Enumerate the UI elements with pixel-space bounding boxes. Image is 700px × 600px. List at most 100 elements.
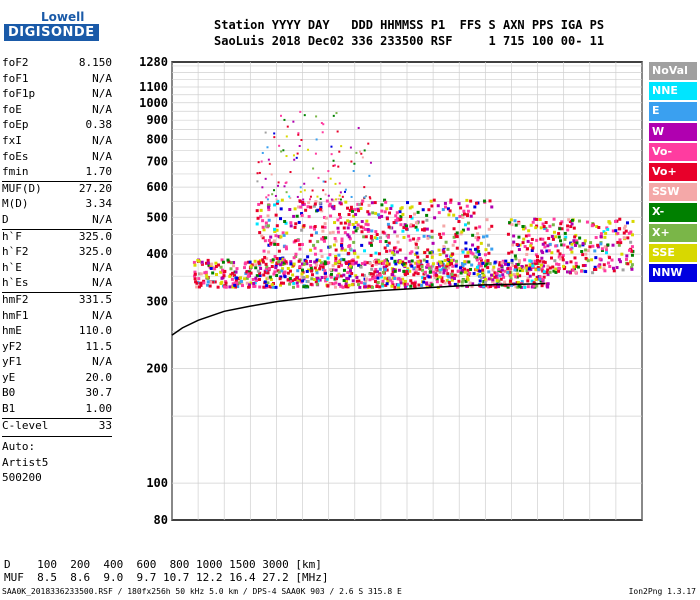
echo-point: [454, 259, 458, 263]
echo-point: [332, 243, 336, 247]
echo-point: [292, 281, 296, 285]
echo-point: [351, 222, 355, 226]
echo-point: [313, 225, 317, 229]
echo-point: [279, 235, 283, 239]
echo-point: [236, 285, 240, 289]
x-tick-label: 3: [273, 529, 280, 530]
echo-point: [425, 255, 429, 259]
echo-point: [374, 230, 378, 234]
echo-point: [296, 152, 299, 155]
echo-point: [292, 256, 296, 260]
echo-point: [254, 276, 258, 280]
echo-point: [517, 259, 521, 263]
echo-point: [264, 262, 268, 266]
echo-point: [333, 237, 337, 241]
echo-point: [385, 207, 389, 211]
echo-point: [210, 262, 214, 266]
echo-point: [291, 285, 295, 289]
echo-point: [514, 223, 518, 227]
echo-point: [549, 256, 553, 260]
echo-point: [540, 267, 544, 271]
param-value: 8.150: [78, 56, 112, 69]
legend-entry: SSE: [649, 243, 697, 262]
echo-point: [495, 271, 499, 275]
echo-point: [475, 256, 479, 260]
echo-point: [322, 123, 325, 126]
echo-point: [498, 261, 502, 265]
echo-point: [314, 262, 318, 266]
echo-point: [370, 264, 374, 268]
echo-point: [509, 277, 513, 281]
echo-point: [465, 198, 469, 202]
echo-point: [581, 264, 585, 268]
echo-point: [221, 268, 225, 272]
echo-point: [288, 277, 292, 281]
echo-point: [599, 232, 603, 236]
echo-point: [330, 198, 333, 201]
echo-point: [361, 199, 365, 203]
echo-point: [443, 266, 447, 270]
echo-point: [487, 251, 491, 255]
echo-point: [363, 186, 366, 189]
echo-point: [415, 262, 419, 266]
echo-point: [548, 266, 552, 270]
echo-point: [474, 247, 478, 251]
echo-point: [334, 256, 338, 260]
echo-point: [399, 223, 403, 227]
echo-point: [436, 204, 440, 208]
echo-point: [294, 252, 298, 256]
echo-point: [391, 270, 395, 274]
echo-point: [518, 243, 522, 247]
echo-point: [597, 225, 601, 229]
echo-point: [443, 258, 447, 262]
echo-point: [274, 266, 278, 270]
echo-point: [348, 220, 352, 224]
echo-point: [297, 132, 300, 135]
echo-point: [477, 249, 481, 253]
echo-point: [273, 227, 277, 231]
echo-point: [292, 154, 295, 157]
echo-point: [435, 273, 439, 277]
echo-point: [530, 279, 534, 283]
auto-label: Auto:: [2, 440, 36, 454]
echo-point: [589, 241, 593, 245]
echo-point: [297, 220, 301, 224]
echo-point: [323, 262, 327, 266]
echo-point: [491, 280, 495, 284]
echo-point: [309, 282, 313, 286]
echo-point: [510, 258, 514, 262]
echo-point: [540, 284, 544, 288]
echo-point: [288, 269, 292, 273]
echo-point: [399, 281, 403, 285]
echo-point: [329, 177, 332, 180]
echo-point: [349, 146, 352, 149]
echo-point: [334, 268, 338, 272]
echo-point: [199, 272, 203, 276]
echo-point: [368, 196, 371, 199]
x-tick-label: 9: [586, 529, 593, 530]
echo-point: [339, 284, 343, 288]
echo-point: [390, 256, 394, 260]
echo-point: [193, 272, 197, 276]
echo-point: [258, 285, 262, 289]
param-key: fxI: [2, 133, 22, 147]
echo-point: [282, 149, 285, 152]
echo-point: [262, 273, 266, 277]
echo-point: [239, 279, 243, 283]
echo-point: [346, 271, 350, 275]
echo-point: [517, 248, 521, 252]
echo-point: [428, 266, 432, 270]
echo-point: [375, 285, 379, 289]
echo-point: [360, 152, 363, 155]
echo-point: [405, 224, 409, 228]
echo-point: [490, 247, 494, 251]
echo-point: [304, 208, 308, 212]
echo-point: [346, 233, 350, 237]
echo-point: [347, 251, 351, 255]
echo-point: [538, 277, 542, 281]
echo-point: [323, 225, 327, 229]
echo-point: [337, 253, 341, 257]
echo-point: [414, 261, 418, 265]
echo-point: [359, 281, 363, 285]
echo-point: [310, 269, 314, 273]
